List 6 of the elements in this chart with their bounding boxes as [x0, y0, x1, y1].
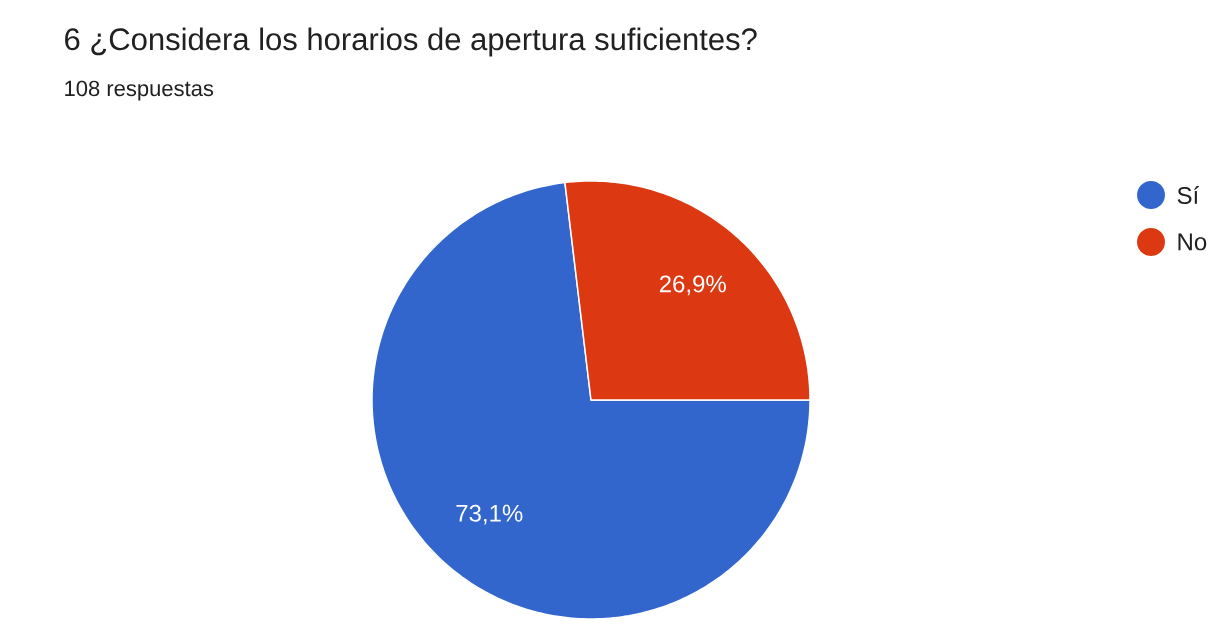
data-label: 26,9% — [659, 275, 726, 296]
legend-label: Sí — [1177, 186, 1200, 204]
data-label: 73,1% — [456, 504, 523, 525]
text: 108 respuestas — [65, 80, 214, 101]
legend-label: No — [1178, 233, 1207, 251]
chart-title: 6 ¿Considera los horarios de apertura suficientes? — [65, 27, 757, 57]
